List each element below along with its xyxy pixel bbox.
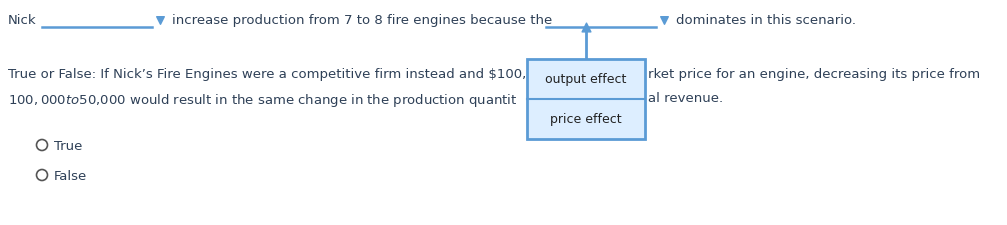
- Text: True: True: [53, 139, 82, 152]
- Text: al revenue.: al revenue.: [648, 92, 723, 105]
- Text: True or False: If Nick’s Fire Engines were a competitive firm instead and $100,0: True or False: If Nick’s Fire Engines we…: [8, 68, 535, 81]
- Text: $100,000 to $50,000 would result in the same change in the production quantit: $100,000 to $50,000 would result in the …: [8, 92, 518, 108]
- Text: price effect: price effect: [550, 113, 621, 126]
- Text: output effect: output effect: [546, 73, 626, 86]
- Point: [656, 19, 672, 23]
- Text: False: False: [53, 169, 87, 182]
- Point: [152, 19, 168, 23]
- Text: dominates in this scenario.: dominates in this scenario.: [676, 14, 856, 27]
- Text: increase production from 7 to 8 fire engines because the: increase production from 7 to 8 fire eng…: [172, 14, 552, 27]
- Text: rket price for an engine, decreasing its price from: rket price for an engine, decreasing its…: [648, 68, 980, 81]
- Point: [578, 26, 594, 30]
- Text: Nick: Nick: [8, 14, 36, 27]
- Bar: [527, 60, 645, 139]
